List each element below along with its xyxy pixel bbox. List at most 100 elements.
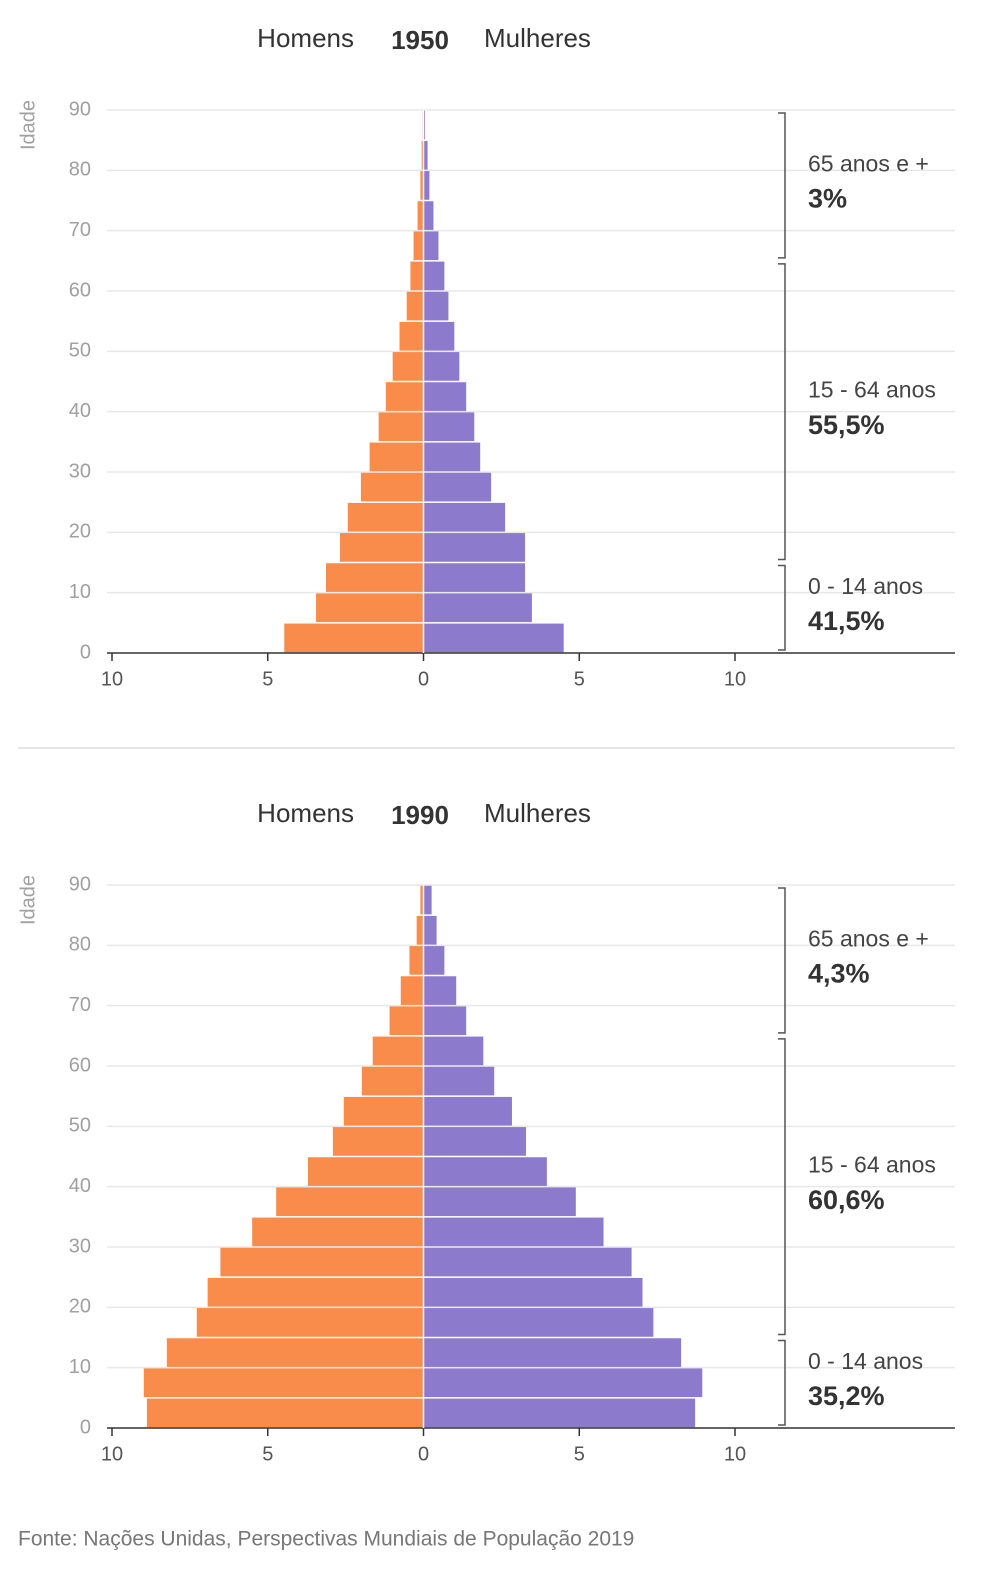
bar: [307, 1157, 424, 1186]
bar: [284, 623, 424, 653]
group-label: 0 - 14 anos: [808, 573, 923, 599]
bar: [220, 1247, 424, 1277]
chart-title: 1950: [391, 25, 449, 55]
bar: [207, 1277, 424, 1307]
bar: [423, 976, 457, 1005]
bar: [423, 140, 428, 170]
y-tick-label: 20: [69, 521, 91, 543]
bar: [423, 1368, 703, 1398]
group-label: 15 - 64 anos: [808, 377, 936, 403]
bar: [423, 1338, 682, 1367]
bar: [423, 1036, 484, 1066]
y-tick-label: 40: [69, 400, 91, 422]
group-share: 4,3%: [808, 959, 870, 989]
y-tick-label: 60: [69, 279, 91, 301]
y-tick-label: 10: [69, 1356, 91, 1378]
bar: [423, 261, 445, 291]
bar: [423, 1398, 696, 1428]
x-tick-label: 10: [101, 1443, 123, 1465]
bar: [406, 291, 424, 321]
bar: [423, 593, 532, 623]
y-tick-label: 80: [69, 159, 91, 181]
x-tick-label: 5: [574, 1443, 585, 1465]
bar: [369, 442, 424, 472]
bar: [416, 915, 424, 945]
bracket: [778, 564, 786, 651]
bar: [340, 533, 424, 562]
bar: [423, 946, 445, 975]
group-label: 65 anos e +: [808, 925, 929, 951]
group-share: 55,5%: [808, 410, 885, 440]
series-name: Homens: [257, 798, 354, 828]
y-tick-label: 90: [69, 873, 91, 895]
group-share: 35,2%: [808, 1381, 885, 1411]
y-tick-label: 30: [69, 1235, 91, 1257]
group-share: 60,6%: [808, 1185, 885, 1215]
x-tick-label: 0: [418, 1443, 429, 1465]
y-tick-label: 80: [69, 934, 91, 956]
bar: [409, 946, 424, 975]
x-tick-label: 10: [724, 668, 746, 690]
bar: [361, 1066, 424, 1096]
bar: [423, 382, 467, 411]
series-name: Homens: [257, 23, 354, 53]
bar: [423, 563, 526, 592]
x-tick-label: 5: [574, 668, 585, 690]
y-tick-label: 50: [69, 340, 91, 362]
bar: [413, 231, 424, 261]
bar: [423, 1006, 467, 1036]
y-tick-label: 70: [69, 219, 91, 241]
bar: [423, 1066, 495, 1096]
x-tick-label: 5: [262, 1443, 273, 1465]
bar: [423, 885, 432, 915]
series-name: Mulheres: [484, 23, 591, 53]
bracket: [778, 887, 786, 1034]
y-tick-label: 40: [69, 1175, 91, 1197]
bar: [360, 472, 424, 502]
bar: [332, 1127, 424, 1156]
bar: [410, 261, 424, 291]
bar: [423, 1217, 604, 1247]
bar: [421, 140, 424, 170]
bar: [423, 291, 449, 321]
bar: [423, 321, 455, 351]
group-share: 41,5%: [808, 606, 885, 636]
bar: [420, 171, 424, 200]
bar: [417, 201, 424, 230]
chart-title: 1990: [391, 800, 449, 830]
bar: [166, 1338, 424, 1367]
bar: [423, 442, 481, 472]
y-axis-label: Idade: [17, 875, 39, 925]
bar: [423, 201, 434, 230]
bar: [372, 1036, 424, 1066]
y-axis-label: Idade: [17, 100, 39, 150]
y-tick-label: 50: [69, 1115, 91, 1137]
bar: [146, 1398, 424, 1428]
bar: [252, 1217, 424, 1247]
y-tick-label: 0: [80, 1416, 91, 1438]
y-tick-label: 30: [69, 460, 91, 482]
group-label: 15 - 64 anos: [808, 1152, 936, 1178]
bar: [423, 1096, 512, 1126]
bar: [196, 1308, 424, 1337]
bar: [423, 915, 437, 945]
bracket: [778, 263, 786, 561]
y-tick-label: 60: [69, 1054, 91, 1076]
bar: [423, 1127, 526, 1156]
bar: [400, 976, 424, 1005]
bar: [423, 1187, 576, 1217]
source: Fonte: Nações Unidas, Perspectivas Mundi…: [18, 1528, 634, 1551]
bar: [423, 231, 439, 261]
bar: [423, 1277, 643, 1307]
bar: [343, 1096, 424, 1126]
bar: [423, 1308, 654, 1337]
bar: [392, 352, 424, 381]
bar: [423, 412, 475, 442]
bar: [389, 1006, 424, 1036]
y-tick-label: 70: [69, 994, 91, 1016]
bar: [423, 110, 426, 140]
group-share: 3%: [808, 184, 847, 214]
bar: [423, 171, 430, 200]
bracket: [778, 112, 786, 259]
